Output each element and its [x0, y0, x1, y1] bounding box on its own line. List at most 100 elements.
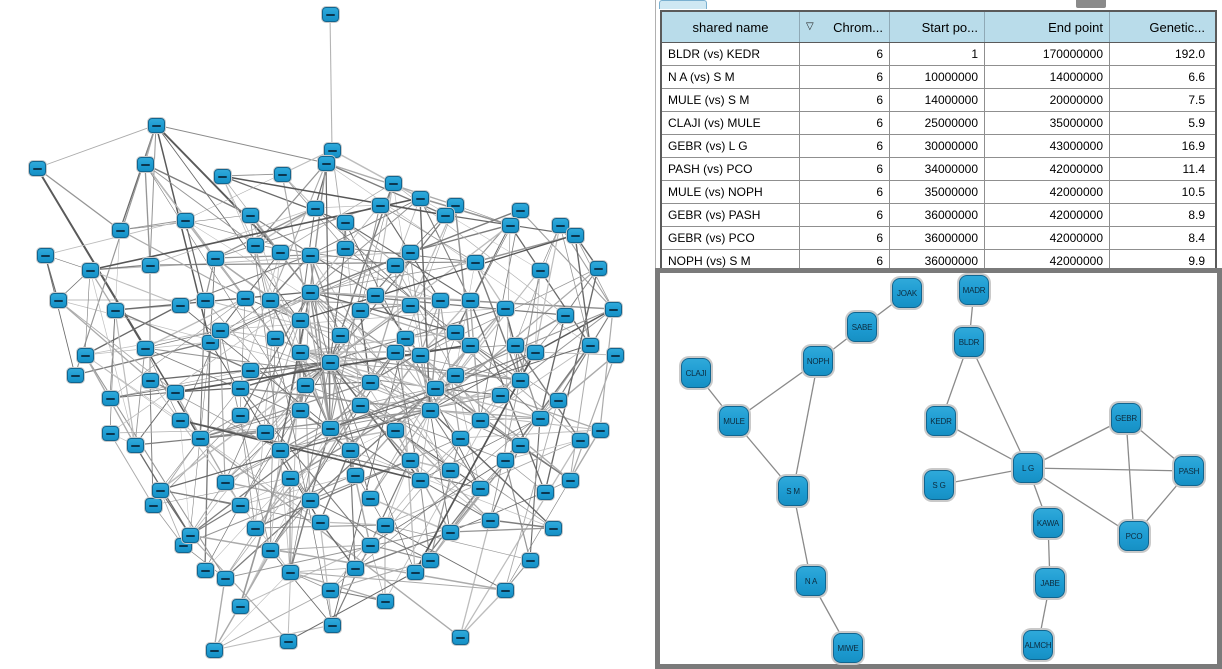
node-99[interactable]: [292, 313, 309, 328]
node-69[interactable]: [232, 381, 249, 396]
node-108[interactable]: [472, 413, 489, 428]
node-74[interactable]: [550, 393, 567, 408]
node-pash[interactable]: PASH: [1174, 456, 1204, 486]
node-116[interactable]: [232, 498, 249, 513]
node-98[interactable]: [407, 565, 424, 580]
node-80[interactable]: [452, 431, 469, 446]
table-row[interactable]: N A (vs) S M 6 10000000 14000000 6.6: [662, 66, 1215, 89]
node-27[interactable]: [497, 583, 514, 598]
node-0[interactable]: [322, 7, 339, 22]
node-51[interactable]: [172, 298, 189, 313]
node-72[interactable]: [427, 381, 444, 396]
node-pco[interactable]: PCO: [1119, 521, 1149, 551]
node-83[interactable]: [152, 483, 169, 498]
node-joak[interactable]: JOAK: [892, 278, 922, 308]
node-46[interactable]: [402, 245, 419, 260]
node-s-m[interactable]: S M: [778, 476, 808, 506]
node-88[interactable]: [472, 481, 489, 496]
node-100[interactable]: [352, 303, 369, 318]
node-89[interactable]: [537, 485, 554, 500]
node-jabe[interactable]: JABE: [1035, 568, 1065, 598]
node-6[interactable]: [274, 167, 291, 182]
node-mule[interactable]: MULE: [719, 406, 749, 436]
node-102[interactable]: [292, 403, 309, 418]
node-62[interactable]: [332, 328, 349, 343]
node-115[interactable]: [402, 453, 419, 468]
node-66[interactable]: [582, 338, 599, 353]
node-41[interactable]: [82, 263, 99, 278]
node-noph[interactable]: NOPH: [803, 346, 833, 376]
node-s-g[interactable]: S G: [924, 470, 954, 500]
main-network-canvas[interactable]: [0, 0, 655, 669]
node-30[interactable]: [607, 348, 624, 363]
node-128[interactable]: [462, 293, 479, 308]
node-63[interactable]: [397, 331, 414, 346]
node-106[interactable]: [172, 413, 189, 428]
node-48[interactable]: [532, 263, 549, 278]
node-90[interactable]: [182, 528, 199, 543]
node-52[interactable]: [237, 291, 254, 306]
node-117[interactable]: [302, 493, 319, 508]
scrollbar-fragment[interactable]: [1076, 0, 1106, 8]
node-38[interactable]: [437, 208, 454, 223]
table-row[interactable]: CLAJI (vs) MULE 6 25000000 35000000 5.9: [662, 112, 1215, 135]
node-130[interactable]: [302, 248, 319, 263]
node-59[interactable]: [137, 341, 154, 356]
node-11[interactable]: [512, 203, 529, 218]
node-84[interactable]: [217, 475, 234, 490]
node-claji[interactable]: CLAJI: [681, 358, 711, 388]
node-40[interactable]: [567, 228, 584, 243]
node-132[interactable]: [447, 325, 464, 340]
node-8[interactable]: [385, 176, 402, 191]
node-138[interactable]: [532, 411, 549, 426]
node-31[interactable]: [592, 423, 609, 438]
node-110[interactable]: [262, 293, 279, 308]
node-n-a[interactable]: N A: [796, 566, 826, 596]
node-137[interactable]: [507, 338, 524, 353]
node-5[interactable]: [214, 169, 231, 184]
node-60[interactable]: [202, 335, 219, 350]
node-126[interactable]: [337, 215, 354, 230]
node-22[interactable]: [232, 599, 249, 614]
node-17[interactable]: [102, 426, 119, 441]
node-36[interactable]: [307, 201, 324, 216]
column-header-start-position[interactable]: Start po...: [890, 12, 985, 42]
node-2[interactable]: [148, 118, 165, 133]
node-32[interactable]: [562, 473, 579, 488]
table-row[interactable]: GEBR (vs) L G 6 30000000 43000000 16.9: [662, 135, 1215, 158]
node-118[interactable]: [362, 491, 379, 506]
node-73[interactable]: [492, 388, 509, 403]
node-4[interactable]: [137, 157, 154, 172]
node-111[interactable]: [212, 323, 229, 338]
node-34[interactable]: [177, 213, 194, 228]
node-61[interactable]: [267, 331, 284, 346]
node-madr[interactable]: MADR: [959, 275, 989, 305]
column-header-shared-name[interactable]: shared name: [662, 12, 800, 42]
node-101[interactable]: [322, 355, 339, 370]
table-row[interactable]: NOPH (vs) S M 6 36000000 42000000 9.9: [662, 250, 1215, 272]
node-49[interactable]: [590, 261, 607, 276]
node-44[interactable]: [272, 245, 289, 260]
node-12[interactable]: [552, 218, 569, 233]
node-107[interactable]: [422, 403, 439, 418]
node-136[interactable]: [447, 368, 464, 383]
node-68[interactable]: [167, 385, 184, 400]
column-header-genetic[interactable]: Genetic...: [1149, 19, 1205, 35]
node-97[interactable]: [347, 561, 364, 576]
node-sabe[interactable]: SABE: [847, 312, 877, 342]
node-55[interactable]: [432, 293, 449, 308]
node-16[interactable]: [67, 368, 84, 383]
node-13[interactable]: [605, 302, 622, 317]
node-37[interactable]: [372, 198, 389, 213]
node-56[interactable]: [497, 301, 514, 316]
node-42[interactable]: [142, 258, 159, 273]
filter-icon[interactable]: ▽: [806, 21, 814, 32]
node-50[interactable]: [107, 303, 124, 318]
node-91[interactable]: [247, 521, 264, 536]
node-94[interactable]: [442, 525, 459, 540]
node-3[interactable]: [29, 161, 46, 176]
node-87[interactable]: [412, 473, 429, 488]
node-79[interactable]: [387, 423, 404, 438]
node-76[interactable]: [192, 431, 209, 446]
node-53[interactable]: [302, 285, 319, 300]
